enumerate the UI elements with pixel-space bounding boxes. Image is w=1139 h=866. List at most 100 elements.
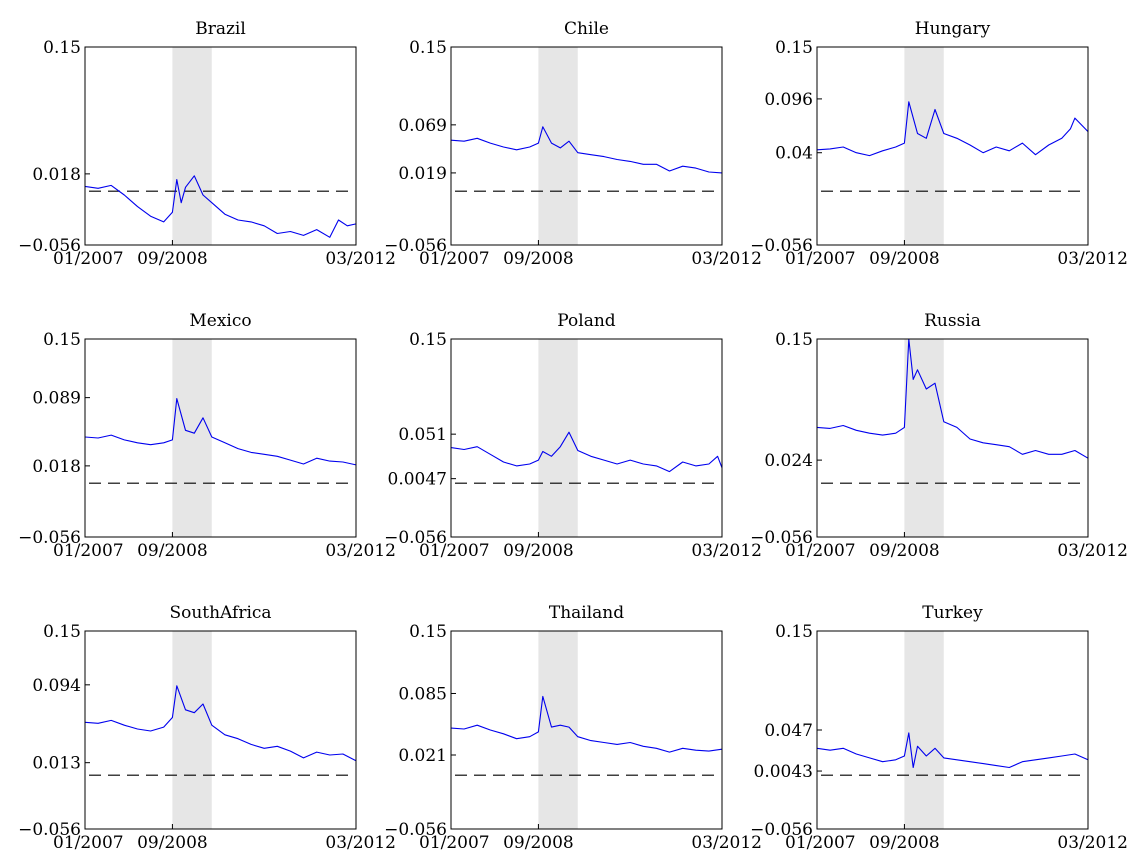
x-tick-label: 01/2007 xyxy=(785,833,856,853)
series-line-turkey xyxy=(816,732,1089,769)
series-line-russia xyxy=(816,338,1089,459)
x-tick-label: 03/2012 xyxy=(1057,541,1128,561)
y-tick-label: 0.019 xyxy=(398,164,447,184)
chart-title: SouthAfrica xyxy=(169,603,271,623)
x-tick-label: 03/2012 xyxy=(691,249,762,269)
chart-panel-mexico: Mexico −0.056 0.018 0.089 0.15 01/2007 09/2008… xyxy=(18,311,396,561)
x-tick-label: 01/2007 xyxy=(419,249,490,269)
x-tick-label: 09/2008 xyxy=(137,541,208,561)
x-tick-label: 03/2012 xyxy=(691,541,762,561)
crisis-shaded-band xyxy=(172,631,212,829)
chart-panel-southafrica: SouthAfrica −0.056 0.013 0.094 0.15 01/2007 09… xyxy=(18,603,396,853)
y-tick-label: 0.085 xyxy=(398,684,447,704)
x-tick-label: 09/2008 xyxy=(503,249,574,269)
x-tick-label: 09/2008 xyxy=(869,833,940,853)
y-tick-label: 0.047 xyxy=(764,721,813,741)
x-tick-label: 01/2007 xyxy=(53,541,124,561)
plot-frame xyxy=(450,46,723,246)
x-tick-label: 09/2008 xyxy=(869,249,940,269)
x-tick-label: 03/2012 xyxy=(1057,833,1128,853)
y-tick-label: 0.15 xyxy=(409,622,447,642)
plot-frame xyxy=(816,630,1089,830)
y-tick-label: 0.15 xyxy=(43,330,81,350)
y-tick-label: 0.096 xyxy=(764,90,813,110)
x-tick-label: 03/2012 xyxy=(1057,249,1128,269)
x-tick-label: 01/2007 xyxy=(419,541,490,561)
y-tick-label: 0.0043 xyxy=(754,762,813,782)
plot-frame xyxy=(816,338,1089,538)
x-tick-label: 03/2012 xyxy=(325,249,396,269)
x-tick-label: 09/2008 xyxy=(137,833,208,853)
series-line-chile xyxy=(450,126,723,174)
plot-frame xyxy=(450,338,723,538)
y-tick-label: 0.15 xyxy=(775,38,813,58)
y-tick-label: 0.04 xyxy=(775,144,813,164)
y-tick-label: 0.15 xyxy=(409,330,447,350)
series-line-hungary xyxy=(816,101,1089,157)
x-tick-label: 01/2007 xyxy=(53,833,124,853)
chart-panel-russia: Russia −0.056 0.024 0.15 01/2007 09/2008 03/20… xyxy=(750,311,1128,561)
series-line-brazil xyxy=(84,175,357,238)
chart-title: Turkey xyxy=(922,603,983,623)
x-tick-label: 09/2008 xyxy=(503,833,574,853)
crisis-shaded-band xyxy=(904,47,944,245)
x-tick-label: 03/2012 xyxy=(325,541,396,561)
series-line-thailand xyxy=(450,695,723,753)
chart-panel-hungary: Hungary −0.056 0.04 0.096 0.15 01/2007 09/2008… xyxy=(750,19,1128,269)
y-tick-label: 0.15 xyxy=(43,622,81,642)
y-tick-label: 0.094 xyxy=(32,676,81,696)
y-tick-label: 0.089 xyxy=(32,389,81,409)
y-tick-label: 0.013 xyxy=(32,754,81,774)
plot-frame xyxy=(84,630,357,830)
y-tick-label: 0.024 xyxy=(764,451,813,471)
y-tick-label: −0.056 xyxy=(18,528,81,548)
x-tick-label: 03/2012 xyxy=(325,833,396,853)
crisis-shaded-band xyxy=(172,47,212,245)
y-tick-label: 0.15 xyxy=(409,38,447,58)
crisis-shaded-band xyxy=(904,631,944,829)
y-tick-label: −0.056 xyxy=(384,528,447,548)
y-tick-label: −0.056 xyxy=(750,528,813,548)
y-tick-label: 0.051 xyxy=(398,425,447,445)
y-tick-label: 0.0047 xyxy=(388,470,447,490)
x-tick-label: 01/2007 xyxy=(419,833,490,853)
series-line-poland xyxy=(450,431,723,473)
plot-frame xyxy=(84,338,357,538)
y-tick-label: −0.056 xyxy=(18,236,81,256)
x-tick-label: 09/2008 xyxy=(503,541,574,561)
plot-frame xyxy=(450,630,723,830)
crisis-shaded-band xyxy=(904,339,944,537)
chart-title: Chile xyxy=(564,19,609,39)
chart-title: Russia xyxy=(924,311,981,331)
chart-panel-poland: Poland −0.056 0.0047 0.051 0.15 01/2007 09/200… xyxy=(384,311,762,561)
y-tick-label: 0.021 xyxy=(398,746,447,766)
series-line-mexico xyxy=(84,398,357,466)
chart-title: Mexico xyxy=(189,311,251,331)
y-tick-label: −0.056 xyxy=(18,820,81,840)
chart-panel-chile: Chile −0.056 0.019 0.069 0.15 01/2007 09/2008 0… xyxy=(384,19,762,269)
plot-frame xyxy=(84,46,357,246)
chart-title: Poland xyxy=(557,311,616,331)
y-tick-label: 0.15 xyxy=(775,330,813,350)
y-tick-label: 0.069 xyxy=(398,116,447,136)
chart-title: Thailand xyxy=(549,603,624,623)
y-tick-label: 0.15 xyxy=(775,622,813,642)
x-tick-label: 09/2008 xyxy=(869,541,940,561)
crisis-shaded-band xyxy=(172,339,212,537)
y-tick-label: −0.056 xyxy=(384,820,447,840)
crisis-shaded-band xyxy=(538,47,578,245)
y-tick-label: −0.056 xyxy=(750,820,813,840)
chart-panel-turkey: Turkey −0.056 0.0043 0.047 0.15 01/2007 09/200… xyxy=(750,603,1128,853)
series-line-southafrica xyxy=(84,685,357,762)
y-tick-label: 0.15 xyxy=(43,38,81,58)
chart-title: Hungary xyxy=(915,19,991,39)
y-tick-label: −0.056 xyxy=(384,236,447,256)
chart-title: Brazil xyxy=(195,19,246,39)
x-tick-label: 03/2012 xyxy=(691,833,762,853)
y-tick-label: 0.018 xyxy=(32,457,81,477)
chart-panel-brazil: Brazil −0.056 0.018 0.15 01/2007 09/2008 03/20… xyxy=(18,19,396,269)
x-tick-label: 01/2007 xyxy=(785,541,856,561)
plot-frame xyxy=(816,46,1089,246)
x-tick-label: 09/2008 xyxy=(137,249,208,269)
